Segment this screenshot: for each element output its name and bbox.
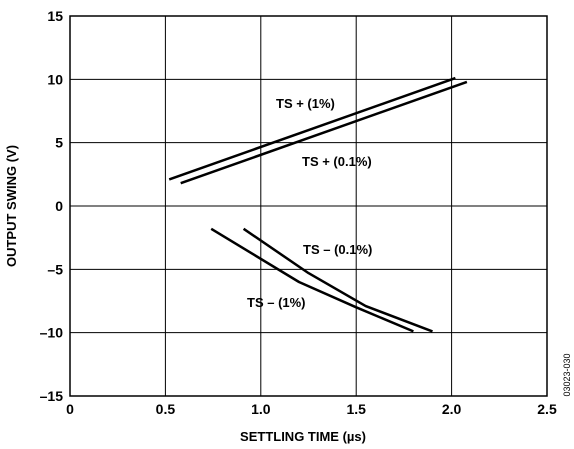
series-line-1	[180, 80, 468, 185]
y-tick-label: –5	[47, 261, 63, 277]
x-axis-title: SETTLING TIME (µs)	[240, 429, 366, 444]
x-tick-label: 2.5	[537, 401, 557, 417]
y-tick-label: –10	[40, 325, 64, 341]
x-tick-labels: 0 0.5 1.0 1.5 2.0 2.5	[66, 401, 557, 417]
series-lines	[168, 76, 468, 333]
x-tick-label: 2.0	[442, 401, 462, 417]
x-tick-label: 1.5	[346, 401, 366, 417]
y-tick-label: 15	[47, 8, 63, 24]
y-axis-title: OUTPUT SWING (V)	[4, 145, 19, 267]
y-tick-label: 5	[55, 135, 63, 151]
series-line-2	[242, 227, 433, 333]
y-tick-label: –15	[40, 388, 64, 404]
annotation-ts-minus-0-1pct: TS – (0.1%)	[303, 242, 372, 257]
y-tick-label: 0	[55, 198, 63, 214]
series-line-0	[168, 76, 456, 181]
annotation-ts-plus-0-1pct: TS + (0.1%)	[302, 154, 372, 169]
x-tick-label: 0.5	[156, 401, 176, 417]
annotation-ts-minus-1pct: TS – (1%)	[247, 295, 306, 310]
x-tick-label: 0	[66, 401, 74, 417]
series-line-3	[210, 227, 414, 333]
x-tick-label: 1.0	[251, 401, 271, 417]
grid-lines	[70, 16, 547, 396]
figure-id: 03023-030	[562, 353, 572, 396]
y-tick-labels: 15 10 5 0 –5 –10 –15	[40, 8, 64, 404]
plot-frame	[69, 15, 548, 397]
annotation-ts-plus-1pct: TS + (1%)	[276, 96, 335, 111]
y-tick-label: 10	[47, 71, 63, 87]
